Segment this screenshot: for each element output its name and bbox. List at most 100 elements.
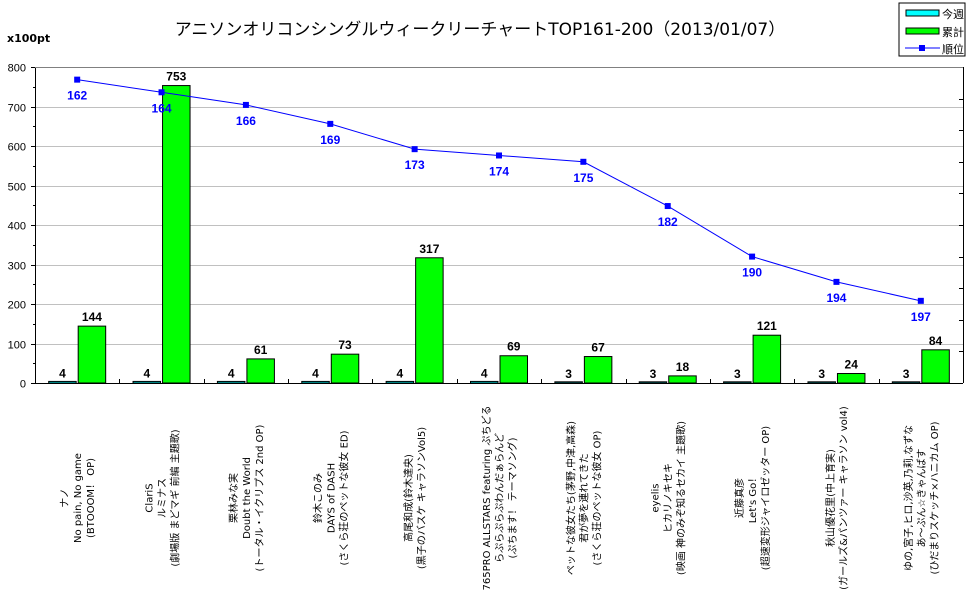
data-label-rank: 194 xyxy=(826,291,846,305)
x-category-label-line: らぷらぷらぷわんだぁらんど xyxy=(494,433,506,563)
bar-total xyxy=(921,349,950,384)
x-category-label: 高尾和成(鈴木達央) (黒子のバスケ キャラソンVol5) xyxy=(402,427,428,569)
bar-total xyxy=(415,257,444,384)
data-label-total: 144 xyxy=(82,310,102,324)
bar-this-week xyxy=(554,381,583,384)
x-category-label-line: Let's Go！ xyxy=(748,473,759,523)
rank-marker xyxy=(242,101,249,108)
data-label-this-week: 3 xyxy=(903,367,910,381)
x-category-label-line: (映画 神のみぞ知るセカイ 主題歌) xyxy=(675,421,688,575)
x-category-label: 秋山優花里(中上育実) (ガールズ&パンツァー キャラソン vol4) xyxy=(824,406,850,590)
x-category-label-line: ペットな彼女たち(茅野,中津,高森) xyxy=(564,421,577,575)
x-category-label-line: あ～ぷん☆きゃんばす xyxy=(916,449,928,548)
y-tick-label: 800 xyxy=(8,63,26,75)
x-category-label-line: (超速変形ジャイロゼッター OP) xyxy=(759,426,772,570)
legend-label-rank: 順位 xyxy=(942,42,964,56)
bar-total xyxy=(246,358,275,384)
x-category-label-line: 高尾和成(鈴木達央) xyxy=(402,454,415,542)
data-label-rank: 175 xyxy=(573,171,593,185)
bar-this-week xyxy=(132,380,162,384)
rank-marker xyxy=(158,89,165,96)
legend-marker-rank xyxy=(919,45,925,51)
data-label-this-week: 3 xyxy=(734,367,741,381)
bar-total xyxy=(162,85,191,384)
x-category-label-line: (ひだまりスケッチ×ハニカム OP) xyxy=(929,421,941,574)
x-category-label-line: (さくら荘のペットな彼女 ED) xyxy=(337,430,350,565)
legend-label-this-week: 今週 xyxy=(942,7,964,21)
y-tick-label: 0 xyxy=(20,379,26,391)
x-category-label-line: eyelis xyxy=(651,484,662,513)
x-category-label-line: ナノ xyxy=(59,488,71,508)
y-tick-label: 200 xyxy=(8,300,26,312)
data-label-rank: 166 xyxy=(236,114,256,128)
data-label-rank: 169 xyxy=(320,133,340,147)
x-category-label-line: 近藤真彦 xyxy=(733,478,746,518)
data-label-this-week: 4 xyxy=(228,366,235,380)
data-label-rank: 162 xyxy=(67,89,87,103)
data-label-this-week: 3 xyxy=(650,367,657,381)
x-category-label-line: 秋山優花里(中上育実) xyxy=(824,449,837,547)
data-label-total: 67 xyxy=(591,341,605,355)
data-label-this-week: 4 xyxy=(397,366,404,380)
rank-marker xyxy=(411,146,418,153)
bar-this-week xyxy=(891,381,921,384)
axes xyxy=(35,67,964,384)
data-label-total: 84 xyxy=(929,334,943,348)
data-label-rank: 182 xyxy=(658,215,678,229)
x-category-label-line: (BTOOOM！ OP) xyxy=(86,458,97,538)
x-category-label: eyelis ヒカリノキセキ (映画 神のみぞ知るセカイ 主題歌) xyxy=(651,421,688,575)
x-category-label-line: 765PRO ALLSTARS featuring ぷちどる xyxy=(481,405,493,590)
y-tick-label: 500 xyxy=(8,182,26,194)
data-label-total: 18 xyxy=(676,360,690,374)
bar-this-week xyxy=(723,381,752,384)
bar-total xyxy=(583,356,613,384)
y-axis-unit-label: x100pt xyxy=(7,32,50,45)
x-category-label-line: (ぷちます！ テーマソング) xyxy=(506,437,519,558)
x-category-label-line: (黒子のバスケ キャラソンVol5) xyxy=(416,427,428,569)
data-label-rank: 164 xyxy=(152,101,172,115)
bar-total xyxy=(330,353,360,384)
bar-this-week xyxy=(48,380,77,384)
bar-total xyxy=(77,325,107,384)
data-label-total: 24 xyxy=(845,358,859,372)
data-label-rank: 173 xyxy=(405,158,425,172)
chart-title: アニソンオリコンシングルウィークリーチャートTOP161-200（2013/01… xyxy=(175,20,786,40)
x-category-label: ClariS ルミナス (劇場版 まどマギ 前編 主題歌) xyxy=(145,429,182,566)
data-label-total: 121 xyxy=(757,319,777,333)
x-category-label: 栗林みな実 Doubt the World (トータル・イクリプス 2nd OP) xyxy=(227,424,266,571)
x-category-label-line: 栗林みな実 xyxy=(227,473,240,523)
bar-this-week xyxy=(385,380,415,384)
rank-line xyxy=(74,76,924,304)
y-tick-label: 700 xyxy=(8,103,26,115)
data-label-total: 61 xyxy=(254,343,268,357)
rank-marker xyxy=(749,253,756,260)
y-axis-ticks: 0 100 200 300 400 500 600 700 800 xyxy=(8,63,963,391)
x-category-label-line: (ガールズ&パンツァー キャラソン vol4) xyxy=(837,406,850,590)
x-category-label-line: 鈴木このみ xyxy=(311,473,324,523)
x-category-label: ゆの,宮子,ヒロ,沙英,乃莉,なずな あ～ぷん☆きゃんばす (ひだまりスケッチ×ハニ… xyxy=(902,421,941,574)
data-label-rank: 174 xyxy=(489,164,509,178)
x-category-label-line: ルミナス xyxy=(157,478,169,518)
rank-marker xyxy=(327,120,334,127)
data-label-rank: 190 xyxy=(742,266,762,280)
data-label-total: 317 xyxy=(419,242,439,256)
rank-marker xyxy=(580,158,587,165)
rank-marker xyxy=(496,152,502,159)
x-category-label-line: DAYS of DASH xyxy=(326,463,337,533)
legend: 今週 累計 順位 xyxy=(898,2,966,57)
legend-swatch-this-week xyxy=(905,9,940,17)
x-category-label-line: (さくら荘のペットな彼女 OP) xyxy=(590,430,603,565)
x-category-label-line: (トータル・イクリプス 2nd OP) xyxy=(254,424,266,571)
bar-this-week xyxy=(301,380,330,384)
data-label-total: 73 xyxy=(338,338,352,352)
x-axis-labels: ナノ No pain, No game (BTOOOM！ OP) ClariS ルミナス… xyxy=(59,405,941,590)
data-label-this-week: 4 xyxy=(481,366,488,380)
x-category-label: ペットな彼女たち(茅野,中津,高森) 君が夢を連れてきた (さくら荘のペットな彼女 … xyxy=(564,421,603,575)
y-tick-label: 600 xyxy=(8,142,26,154)
x-category-label: ナノ No pain, No game (BTOOOM！ OP) xyxy=(59,453,97,543)
y-tick-label: 400 xyxy=(8,221,26,233)
data-label-rank: 197 xyxy=(911,310,931,324)
data-label-this-week: 4 xyxy=(143,366,150,380)
bars xyxy=(48,85,950,384)
